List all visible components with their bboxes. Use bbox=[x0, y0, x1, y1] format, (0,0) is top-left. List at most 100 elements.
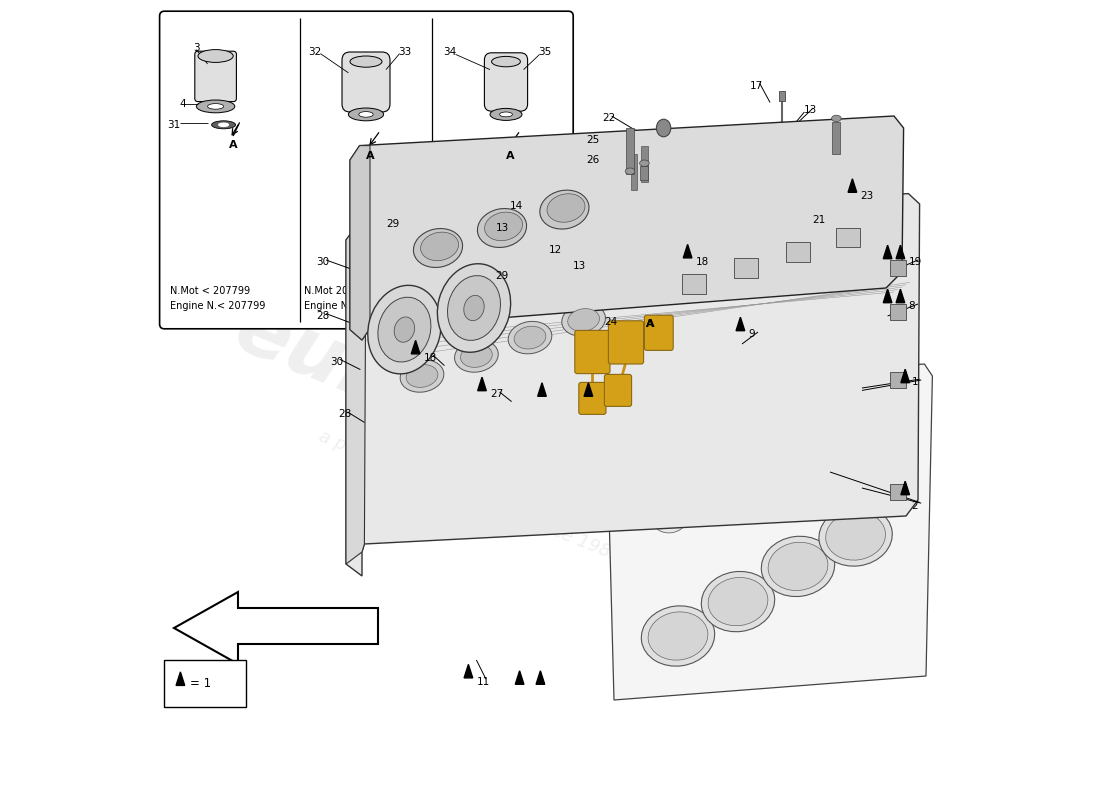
Ellipse shape bbox=[625, 168, 635, 174]
Polygon shape bbox=[411, 341, 420, 354]
FancyBboxPatch shape bbox=[579, 382, 606, 414]
Text: = 1: = 1 bbox=[190, 677, 211, 690]
Text: 13: 13 bbox=[572, 261, 585, 270]
FancyBboxPatch shape bbox=[645, 315, 673, 350]
Ellipse shape bbox=[490, 108, 522, 121]
Bar bbox=[786, 242, 810, 262]
Polygon shape bbox=[536, 670, 544, 684]
Bar bbox=[890, 304, 906, 320]
Ellipse shape bbox=[359, 111, 373, 117]
Text: N.Mot 207800-267262: N.Mot 207800-267262 bbox=[304, 286, 414, 296]
FancyBboxPatch shape bbox=[608, 321, 644, 364]
Ellipse shape bbox=[350, 56, 382, 67]
Polygon shape bbox=[477, 378, 486, 390]
Text: 1: 1 bbox=[912, 378, 918, 387]
Text: 24: 24 bbox=[604, 318, 618, 327]
Text: 29: 29 bbox=[386, 219, 399, 229]
Text: Engine N.< 207799: Engine N.< 207799 bbox=[170, 302, 265, 311]
Ellipse shape bbox=[438, 264, 510, 352]
Ellipse shape bbox=[768, 542, 828, 590]
Ellipse shape bbox=[761, 536, 835, 597]
Polygon shape bbox=[901, 370, 910, 382]
Text: 32: 32 bbox=[308, 47, 321, 57]
Ellipse shape bbox=[832, 115, 842, 122]
FancyBboxPatch shape bbox=[164, 660, 246, 707]
Polygon shape bbox=[848, 179, 857, 192]
Bar bbox=[779, 91, 785, 101]
Ellipse shape bbox=[211, 121, 235, 129]
Ellipse shape bbox=[400, 360, 443, 392]
Bar bbox=[640, 166, 648, 180]
Text: 35: 35 bbox=[538, 47, 551, 57]
Polygon shape bbox=[464, 664, 473, 678]
Text: Engine N.> 267263: Engine N.> 267263 bbox=[436, 302, 531, 311]
Polygon shape bbox=[350, 146, 370, 340]
Text: 23: 23 bbox=[860, 191, 873, 201]
FancyBboxPatch shape bbox=[575, 330, 611, 374]
Polygon shape bbox=[350, 116, 903, 340]
Text: 4: 4 bbox=[179, 99, 186, 109]
Polygon shape bbox=[176, 672, 185, 686]
Ellipse shape bbox=[653, 507, 686, 533]
Ellipse shape bbox=[349, 108, 384, 121]
Ellipse shape bbox=[817, 419, 850, 445]
Ellipse shape bbox=[766, 447, 799, 473]
Ellipse shape bbox=[378, 298, 431, 362]
Ellipse shape bbox=[648, 612, 708, 660]
Text: 26: 26 bbox=[586, 155, 600, 165]
Ellipse shape bbox=[508, 322, 552, 354]
Text: 8: 8 bbox=[909, 302, 915, 311]
Text: A: A bbox=[229, 140, 238, 150]
Ellipse shape bbox=[420, 232, 459, 261]
Ellipse shape bbox=[562, 304, 605, 336]
Polygon shape bbox=[736, 318, 745, 330]
Text: 11: 11 bbox=[476, 677, 490, 686]
Text: eurocars: eurocars bbox=[223, 290, 620, 510]
Ellipse shape bbox=[454, 340, 498, 372]
Text: Engine N.207800-267262: Engine N.207800-267262 bbox=[304, 302, 428, 311]
Polygon shape bbox=[896, 290, 904, 302]
Ellipse shape bbox=[702, 571, 774, 632]
Text: 34: 34 bbox=[443, 47, 456, 57]
Polygon shape bbox=[883, 290, 892, 302]
Ellipse shape bbox=[641, 606, 715, 666]
Ellipse shape bbox=[485, 212, 522, 241]
Text: 31: 31 bbox=[167, 120, 180, 130]
Text: 2: 2 bbox=[912, 501, 918, 510]
Text: 13: 13 bbox=[804, 106, 817, 115]
Text: 3: 3 bbox=[194, 43, 200, 53]
Text: N.Mot > 267263: N.Mot > 267263 bbox=[436, 286, 516, 296]
Text: 9: 9 bbox=[748, 330, 755, 339]
FancyBboxPatch shape bbox=[342, 52, 390, 112]
Text: 14: 14 bbox=[510, 202, 524, 211]
Ellipse shape bbox=[219, 123, 229, 126]
Ellipse shape bbox=[406, 365, 438, 387]
Bar bbox=[833, 122, 840, 154]
Text: 18: 18 bbox=[695, 257, 708, 266]
Ellipse shape bbox=[394, 317, 415, 342]
Ellipse shape bbox=[464, 295, 484, 321]
Bar bbox=[626, 128, 634, 174]
Ellipse shape bbox=[414, 229, 463, 267]
Text: 29: 29 bbox=[496, 271, 509, 281]
Polygon shape bbox=[683, 245, 692, 258]
Ellipse shape bbox=[547, 194, 585, 222]
Text: 28: 28 bbox=[338, 410, 351, 419]
Text: 30: 30 bbox=[317, 258, 330, 267]
Bar bbox=[836, 228, 859, 247]
Text: 33: 33 bbox=[398, 47, 411, 57]
Text: 28: 28 bbox=[317, 311, 330, 321]
Polygon shape bbox=[346, 224, 366, 564]
Text: 27: 27 bbox=[490, 390, 504, 399]
Ellipse shape bbox=[708, 578, 768, 626]
Text: A: A bbox=[646, 319, 654, 329]
Polygon shape bbox=[896, 245, 904, 258]
Polygon shape bbox=[538, 383, 547, 396]
Polygon shape bbox=[515, 670, 524, 684]
Ellipse shape bbox=[568, 309, 600, 331]
Ellipse shape bbox=[198, 50, 233, 62]
Text: 19: 19 bbox=[909, 258, 922, 267]
Text: 25: 25 bbox=[586, 135, 600, 145]
Ellipse shape bbox=[208, 103, 223, 109]
Ellipse shape bbox=[367, 286, 441, 374]
